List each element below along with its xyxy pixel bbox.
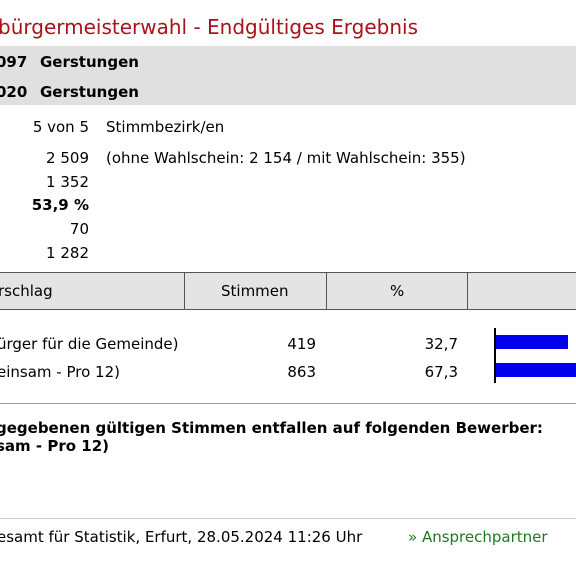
region-code-2: 020 xyxy=(0,83,28,101)
region-code-1: 097 xyxy=(0,53,28,71)
region-name-1: Gerstungen xyxy=(40,53,139,71)
bar-axis xyxy=(494,328,496,383)
valid-votes-value: 1 282 xyxy=(46,244,89,262)
districts-label: Stimmbezirk/en xyxy=(106,118,225,136)
candidate-name: einsam - Pro 12) xyxy=(0,363,120,381)
footer-divider xyxy=(0,518,576,519)
candidate-votes: 863 xyxy=(287,363,316,381)
result-note-line-1: gegebenen gültigen Stimmen entfallen auf… xyxy=(0,419,543,437)
vote-share-bar xyxy=(496,335,568,349)
eligible-voters-note: (ohne Wahlschein: 2 154 / mit Wahlschein… xyxy=(106,149,466,167)
footer-source: esamt für Statistik, Erfurt, 28.05.2024 … xyxy=(0,528,363,546)
results-table-header: rschlag Stimmen % xyxy=(0,272,576,310)
header-proposal: rschlag xyxy=(0,282,53,300)
region-name-2: Gerstungen xyxy=(40,83,139,101)
turnout-value: 53,9 % xyxy=(31,196,89,214)
districts-value: 5 von 5 xyxy=(32,118,89,136)
eligible-voters-value: 2 509 xyxy=(46,149,89,167)
contact-link[interactable]: » Ansprechpartner xyxy=(408,528,548,546)
header-divider xyxy=(326,273,327,309)
region-row-2: 020 Gerstungen xyxy=(0,83,139,101)
region-row-1: 097 Gerstungen xyxy=(0,53,139,71)
candidate-percent: 32,7 xyxy=(424,335,458,353)
invalid-votes-value: 70 xyxy=(69,220,89,238)
voters-value: 1 352 xyxy=(46,173,89,191)
vote-share-bar xyxy=(496,363,576,377)
divider xyxy=(0,403,576,404)
page-title: bürgermeisterwahl - Endgültiges Ergebnis xyxy=(0,15,418,39)
region-header: 097 Gerstungen 020 Gerstungen xyxy=(0,46,576,105)
header-percent: % xyxy=(390,282,405,300)
result-note-line-2: sam - Pro 12) xyxy=(0,437,109,455)
header-divider xyxy=(467,273,468,309)
header-votes: Stimmen xyxy=(221,282,289,300)
header-divider xyxy=(184,273,185,309)
candidate-votes: 419 xyxy=(287,335,316,353)
candidate-name: ürger für die Gemeinde) xyxy=(0,335,179,353)
candidate-percent: 67,3 xyxy=(424,363,458,381)
